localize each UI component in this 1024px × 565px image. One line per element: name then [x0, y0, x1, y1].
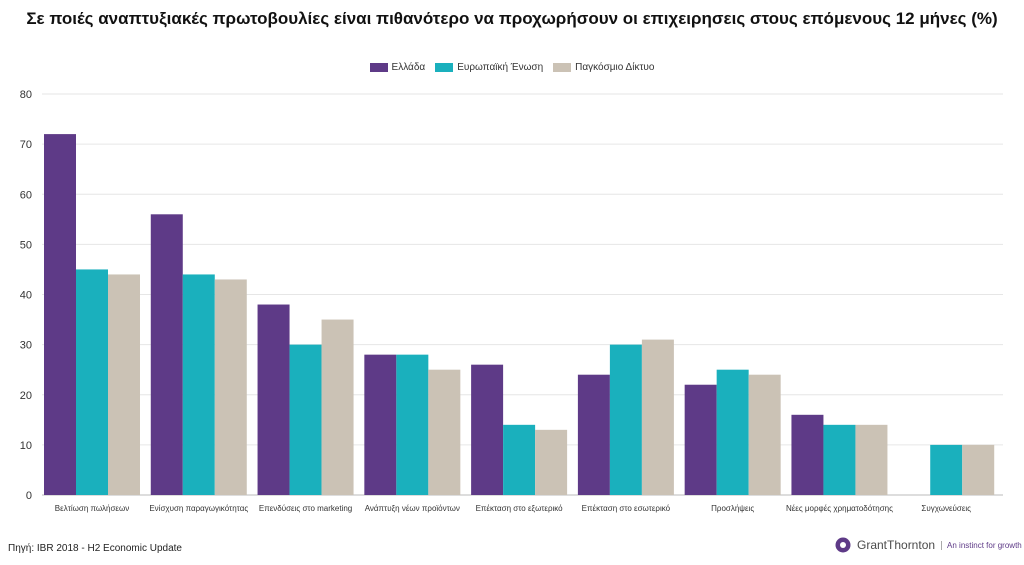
y-tick-label: 50	[20, 239, 32, 251]
x-tick-label: Επέκταση στο εσωτερικό	[582, 504, 671, 513]
logo-tagline: An instinct for growth	[941, 540, 1022, 550]
x-tick-label: Βελτίωση πωλήσεων	[55, 504, 129, 513]
y-tick-label: 0	[26, 490, 32, 502]
bar-2-6	[748, 374, 781, 495]
bar-0-7	[791, 414, 824, 495]
y-tick-label: 40	[20, 290, 32, 302]
y-tick-label: 60	[20, 189, 32, 201]
bar-1-1	[182, 274, 215, 495]
bar-2-4	[535, 429, 568, 495]
logo-mark-icon	[835, 537, 851, 553]
legend-label: Παγκόσμιο Δίκτυο	[575, 62, 655, 73]
legend-item-eu[interactable]: Ευρωπαϊκή Ένωση	[435, 62, 543, 73]
x-tick-label: Ανάπτυξη νέων προϊόντων	[365, 504, 460, 513]
bar-0-0	[44, 134, 76, 495]
y-tick-label: 70	[20, 139, 32, 151]
bar-2-3	[428, 369, 461, 495]
chart-title: Σε ποιές αναπτυξιακές πρωτοβουλίες είναι…	[26, 9, 998, 28]
legend-swatch	[435, 63, 454, 72]
bar-2-8	[962, 444, 995, 495]
y-tick-label: 10	[20, 440, 32, 452]
bar-2-1	[214, 279, 247, 495]
bar-2-7	[855, 424, 888, 495]
x-tick-label: Ενίσχυση παραγωγικότητας	[149, 504, 248, 513]
bar-1-6	[716, 369, 749, 495]
bar-0-2	[257, 304, 290, 495]
bar-1-4	[503, 424, 536, 495]
logo-name: GrantThornton	[857, 538, 936, 552]
legend-label: Ευρωπαϊκή Ένωση	[457, 62, 544, 73]
bar-0-1	[150, 214, 183, 496]
legend-swatch	[553, 63, 572, 72]
legend-item-greece[interactable]: Ελλάδα	[369, 62, 426, 73]
bar-2-2	[321, 319, 354, 495]
bar-1-5	[609, 344, 642, 495]
legend-item-global[interactable]: Παγκόσμιο Δίκτυο	[553, 62, 654, 73]
bar-2-5	[641, 339, 674, 495]
grant-thornton-logo: GrantThornton An instinct for growth	[835, 537, 1022, 553]
legend-swatch	[369, 63, 388, 72]
y-tick-label: 20	[20, 390, 32, 402]
bar-1-0	[76, 269, 108, 495]
source-note: Πηγή: IBR 2018 - H2 Economic Update	[8, 543, 182, 554]
legend: Ελλάδα Ευρωπαϊκή Ένωση Παγκόσμιο Δίκτυο	[0, 62, 1024, 73]
bar-1-2	[289, 344, 322, 495]
x-tick-label: Επέκταση στο εξωτερικό	[476, 504, 564, 513]
x-tick-label: Συγχωνεύσεις	[921, 504, 971, 513]
bar-2-0	[108, 274, 140, 495]
x-tick-label: Επενδύσεις στο marketing	[259, 504, 352, 513]
y-tick-label: 80	[20, 89, 32, 101]
bar-1-7	[823, 424, 856, 495]
bar-chart: 0 10 20 30 40 50 60 70 80 Βελτίωση πωλήσεων Ενίσχυ…	[20, 89, 1003, 513]
bar-0-6	[684, 384, 717, 495]
legend-label: Ελλάδα	[391, 62, 426, 73]
bar-1-3	[396, 354, 429, 495]
x-tick-label: Νέες μορφές χρηματοδότησης	[786, 504, 893, 513]
y-tick-label: 30	[20, 340, 32, 352]
x-tick-label: Προσλήψεις	[711, 504, 754, 513]
bar-0-4	[471, 364, 504, 495]
bar-0-5	[577, 374, 610, 495]
bar-1-8	[930, 444, 963, 495]
bar-0-3	[364, 354, 397, 495]
